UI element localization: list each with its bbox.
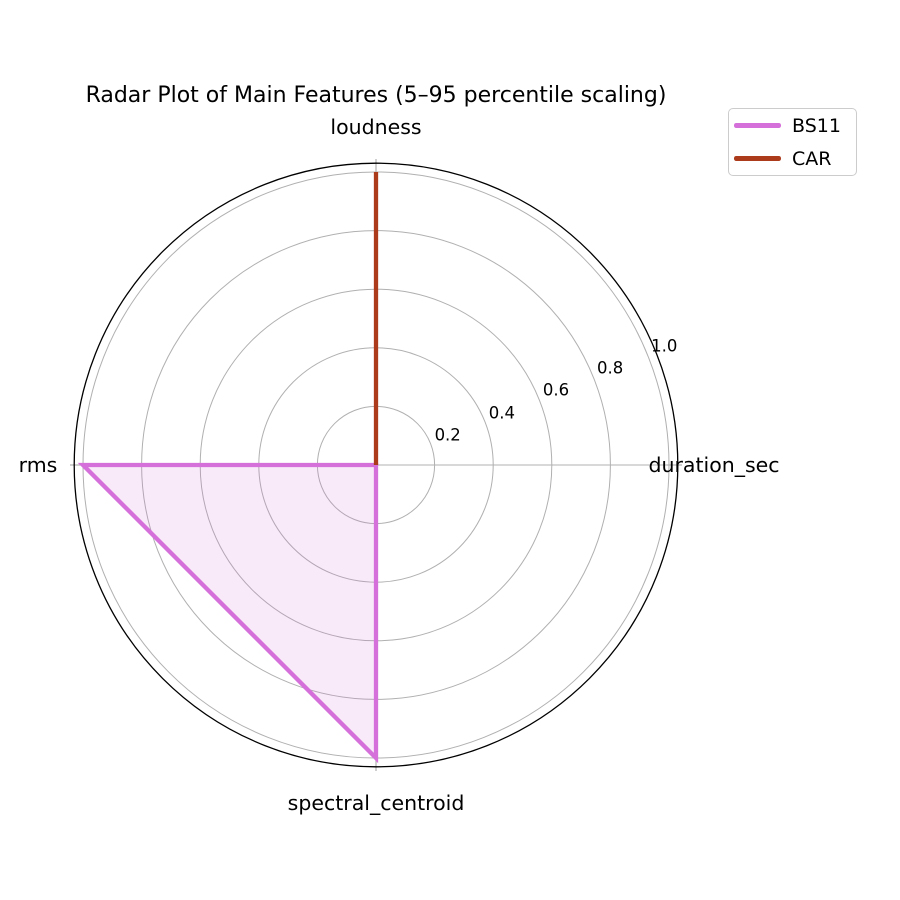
legend-item-bs11: BS11	[729, 109, 856, 142]
chart-title: Radar Plot of Main Features (5–95 percen…	[85, 83, 667, 108]
r-tick-label: 0.2	[434, 425, 461, 445]
axis-label-rms: rms	[18, 453, 58, 477]
r-tick-label: 0.6	[542, 380, 570, 400]
legend: BS11 CAR	[728, 108, 857, 176]
axis-label-spectral-centroid: spectral_centroid	[287, 791, 465, 815]
legend-line-swatch-car	[734, 156, 781, 161]
legend-line-swatch-bs11	[734, 123, 781, 128]
legend-label-bs11: BS11	[792, 114, 841, 137]
r-tick-label: 0.4	[488, 403, 515, 423]
series-polygon-bs11	[77, 462, 379, 764]
polar-spine	[73, 162, 679, 768]
legend-item-car: CAR	[729, 142, 856, 175]
axis-label-loudness: loudness	[330, 115, 422, 139]
axis-label-duration-sec: duration_sec	[648, 453, 780, 477]
r-tick-label: 1.0	[651, 336, 678, 356]
legend-label-car: CAR	[792, 147, 832, 170]
r-tick-label: 0.8	[596, 358, 624, 378]
